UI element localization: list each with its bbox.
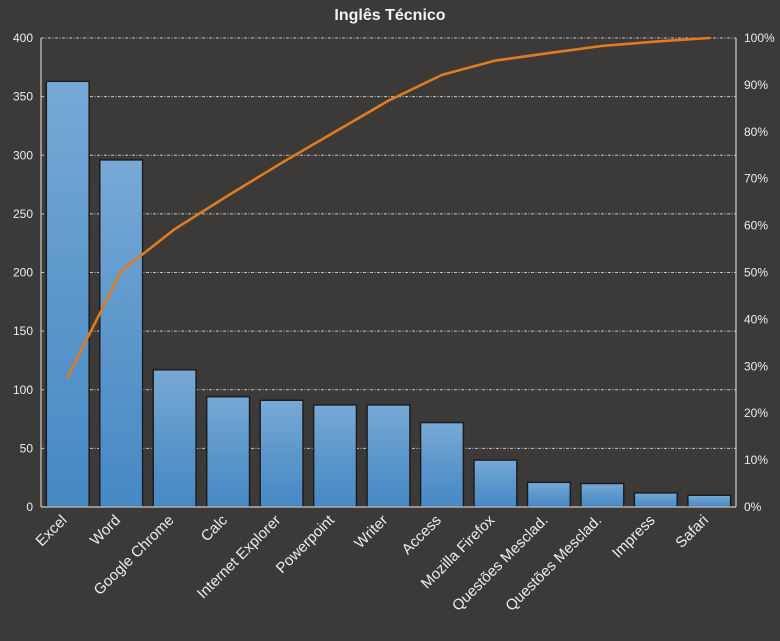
svg-text:30%: 30%: [744, 359, 768, 373]
svg-text:20%: 20%: [744, 406, 768, 420]
svg-text:250: 250: [13, 207, 33, 221]
svg-text:150: 150: [13, 324, 33, 338]
svg-text:0%: 0%: [744, 500, 762, 514]
svg-text:70%: 70%: [744, 172, 768, 186]
svg-text:Inglês Técnico: Inglês Técnico: [334, 7, 445, 24]
svg-text:350: 350: [13, 90, 33, 104]
svg-text:10%: 10%: [744, 453, 768, 467]
svg-text:100%: 100%: [744, 31, 775, 45]
svg-text:80%: 80%: [744, 125, 768, 139]
svg-text:50: 50: [20, 441, 34, 455]
svg-text:0: 0: [26, 500, 33, 514]
svg-text:50%: 50%: [744, 266, 768, 280]
svg-text:100: 100: [13, 383, 33, 397]
svg-text:90%: 90%: [744, 78, 768, 92]
svg-text:300: 300: [13, 148, 33, 162]
svg-text:200: 200: [13, 266, 33, 280]
svg-text:60%: 60%: [744, 219, 768, 233]
svg-text:400: 400: [13, 31, 33, 45]
svg-text:40%: 40%: [744, 312, 768, 326]
